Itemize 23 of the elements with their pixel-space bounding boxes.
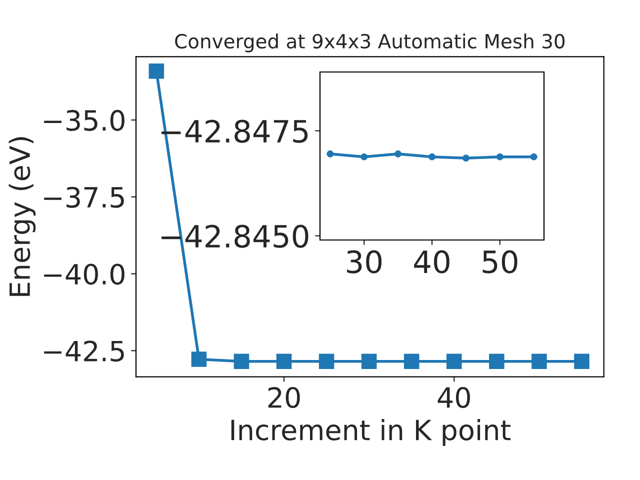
x-tick-label: 20 [268,387,300,408]
point [318,354,334,370]
point [276,354,292,370]
x-tick-label: 40 [414,250,450,274]
chart-title: Converged at 9x4x3 Automatic Mesh 30 [175,34,565,52]
point [489,354,504,370]
point [148,63,164,79]
y-tick-label: −37.5 [44,186,124,208]
x-tick-label: 30 [347,250,382,274]
point [446,354,462,370]
point [361,354,377,370]
x-axis-title: Increment in K point [231,418,510,446]
y-tick-label: −35.0 [44,110,124,131]
x-tick-label: 50 [482,250,518,274]
y-axis-title: Energy (eV) [8,137,36,296]
y-tick-label: −40.0 [44,264,124,285]
y-tick-label: −42.5 [44,340,124,362]
point [234,354,250,370]
point [574,354,590,370]
point [404,354,420,370]
point [532,354,547,370]
x-tick-label: 40 [438,387,470,408]
point [191,352,207,367]
